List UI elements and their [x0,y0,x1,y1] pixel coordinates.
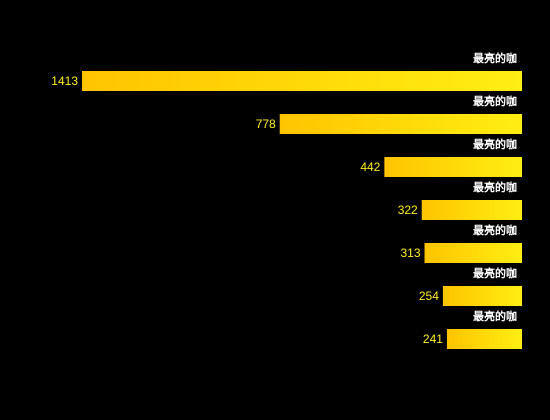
bar [384,157,522,177]
category-label: 最亮的咖 [473,309,517,323]
bar-value-label: 241 [423,332,443,346]
bar [421,200,522,220]
bar-value-label: 442 [360,160,380,174]
category-label: 最亮的咖 [473,51,517,65]
category-label: 最亮的咖 [473,223,517,237]
category-label: 最亮的咖 [473,266,517,280]
bar [446,329,522,349]
category-label: 最亮的咖 [473,94,517,108]
category-label: 最亮的咖 [473,137,517,151]
category-label: 最亮的咖 [473,180,517,194]
bar-value-label: 778 [256,117,276,131]
bar [424,243,522,263]
bar [442,286,522,306]
bars-group: 1413 最亮的咖 778 最亮的咖 442 最亮的咖 322 最亮的咖 313 最亮的咖 254 最… [51,51,522,349]
bar-value-label: 313 [401,246,421,260]
bar-value-label: 254 [419,289,439,303]
bar [82,71,522,91]
bar-value-label: 1413 [51,74,78,88]
bar [279,114,522,134]
bar-value-label: 322 [398,203,418,217]
